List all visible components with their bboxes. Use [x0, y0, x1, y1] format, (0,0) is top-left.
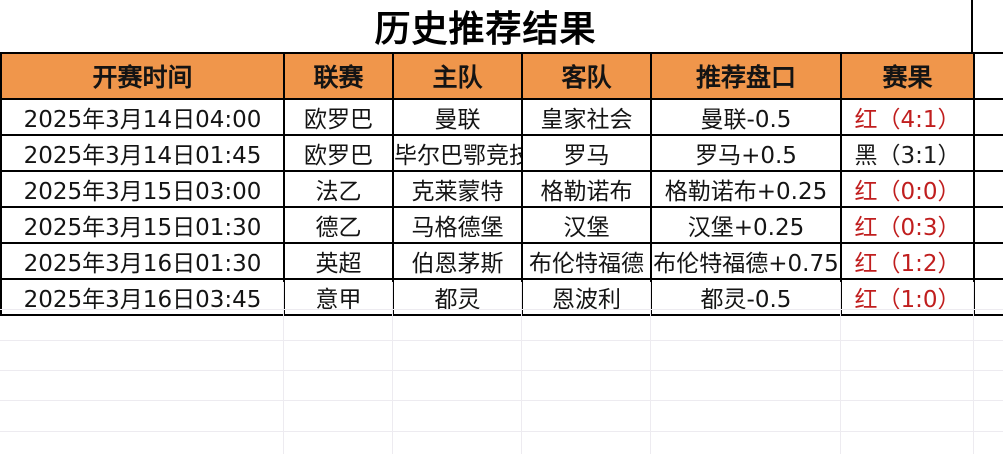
table-row: 2025年3月14日04:00 欧罗巴 曼联 皇家社会 曼联-0.5 红（4:1… — [0, 98, 1003, 136]
gridline — [0, 340, 1003, 341]
gridline — [973, 282, 974, 454]
header-cell-extra[interactable] — [973, 52, 1003, 100]
gridline — [0, 400, 1003, 401]
cell-handicap[interactable]: 汉堡+0.25 — [650, 206, 842, 244]
cell-home[interactable]: 毕尔巴鄂竞技 — [392, 134, 523, 172]
cell-away[interactable]: 罗马 — [521, 134, 652, 172]
cell-handicap[interactable]: 曼联-0.5 — [650, 98, 842, 136]
cell-away[interactable]: 布伦特福德 — [521, 242, 652, 280]
cell-league[interactable]: 欧罗巴 — [283, 134, 394, 172]
gridline — [0, 370, 1003, 371]
cell-result[interactable]: 红（4:1） — [840, 98, 975, 136]
cell-extra[interactable] — [973, 242, 1003, 280]
sheet-title[interactable]: 历史推荐结果 — [374, 9, 597, 50]
cell-time[interactable]: 2025年3月15日03:00 — [0, 170, 285, 208]
table-row: 2025年3月15日01:30 德乙 马格德堡 汉堡 汉堡+0.25 红（0:3… — [0, 206, 1003, 244]
results-table: 开赛时间 联赛 主队 客队 推荐盘口 赛果 2025年3月14日04:00 欧罗… — [0, 52, 1003, 316]
header-cell-away[interactable]: 客队 — [521, 52, 652, 100]
cell-home[interactable]: 曼联 — [392, 98, 523, 136]
header-cell-result[interactable]: 赛果 — [840, 52, 975, 100]
header-cell-handicap[interactable]: 推荐盘口 — [650, 52, 842, 100]
header-cell-home[interactable]: 主队 — [392, 52, 523, 100]
cell-result[interactable]: 黑（3:1） — [840, 134, 975, 172]
cell-time[interactable]: 2025年3月15日01:30 — [0, 206, 285, 244]
cell-home[interactable]: 伯恩茅斯 — [392, 242, 523, 280]
table-row: 2025年3月16日01:30 英超 伯恩茅斯 布伦特福德 布伦特福德+0.75… — [0, 242, 1003, 280]
gridline — [0, 309, 1003, 310]
cell-home[interactable]: 克莱蒙特 — [392, 170, 523, 208]
cell-time[interactable]: 2025年3月16日01:30 — [0, 242, 285, 280]
cell-league[interactable]: 德乙 — [283, 206, 394, 244]
header-cell-league[interactable]: 联赛 — [283, 52, 394, 100]
cell-handicap[interactable]: 罗马+0.5 — [650, 134, 842, 172]
cell-away[interactable]: 汉堡 — [521, 206, 652, 244]
cell-result[interactable]: 红（1:2） — [840, 242, 975, 280]
table-row: 2025年3月14日01:45 欧罗巴 毕尔巴鄂竞技 罗马 罗马+0.5 黑（3… — [0, 134, 1003, 172]
cell-handicap[interactable]: 布伦特福德+0.75 — [650, 242, 842, 280]
cell-extra[interactable] — [973, 98, 1003, 136]
cell-away[interactable]: 皇家社会 — [521, 98, 652, 136]
header-cell-time[interactable]: 开赛时间 — [0, 52, 285, 100]
gridline — [840, 282, 841, 454]
header-row: 开赛时间 联赛 主队 客队 推荐盘口 赛果 — [0, 52, 1003, 100]
empty-grid-area — [0, 282, 1003, 454]
gridline — [650, 282, 651, 454]
gridline — [521, 282, 522, 454]
cell-league[interactable]: 法乙 — [283, 170, 394, 208]
title-row: 历史推荐结果 — [0, 0, 973, 52]
gridline — [0, 431, 1003, 432]
gridline — [283, 282, 284, 454]
cell-home[interactable]: 马格德堡 — [392, 206, 523, 244]
cell-away[interactable]: 格勒诺布 — [521, 170, 652, 208]
cell-time[interactable]: 2025年3月14日04:00 — [0, 98, 285, 136]
cell-league[interactable]: 英超 — [283, 242, 394, 280]
cell-extra[interactable] — [973, 134, 1003, 172]
cell-time[interactable]: 2025年3月14日01:45 — [0, 134, 285, 172]
cell-handicap[interactable]: 格勒诺布+0.25 — [650, 170, 842, 208]
cell-result[interactable]: 红（0:0） — [840, 170, 975, 208]
cell-extra[interactable] — [973, 206, 1003, 244]
table-row: 2025年3月15日03:00 法乙 克莱蒙特 格勒诺布 格勒诺布+0.25 红… — [0, 170, 1003, 208]
cell-league[interactable]: 欧罗巴 — [283, 98, 394, 136]
cell-result[interactable]: 红（0:3） — [840, 206, 975, 244]
cell-extra[interactable] — [973, 170, 1003, 208]
gridline — [392, 282, 393, 454]
